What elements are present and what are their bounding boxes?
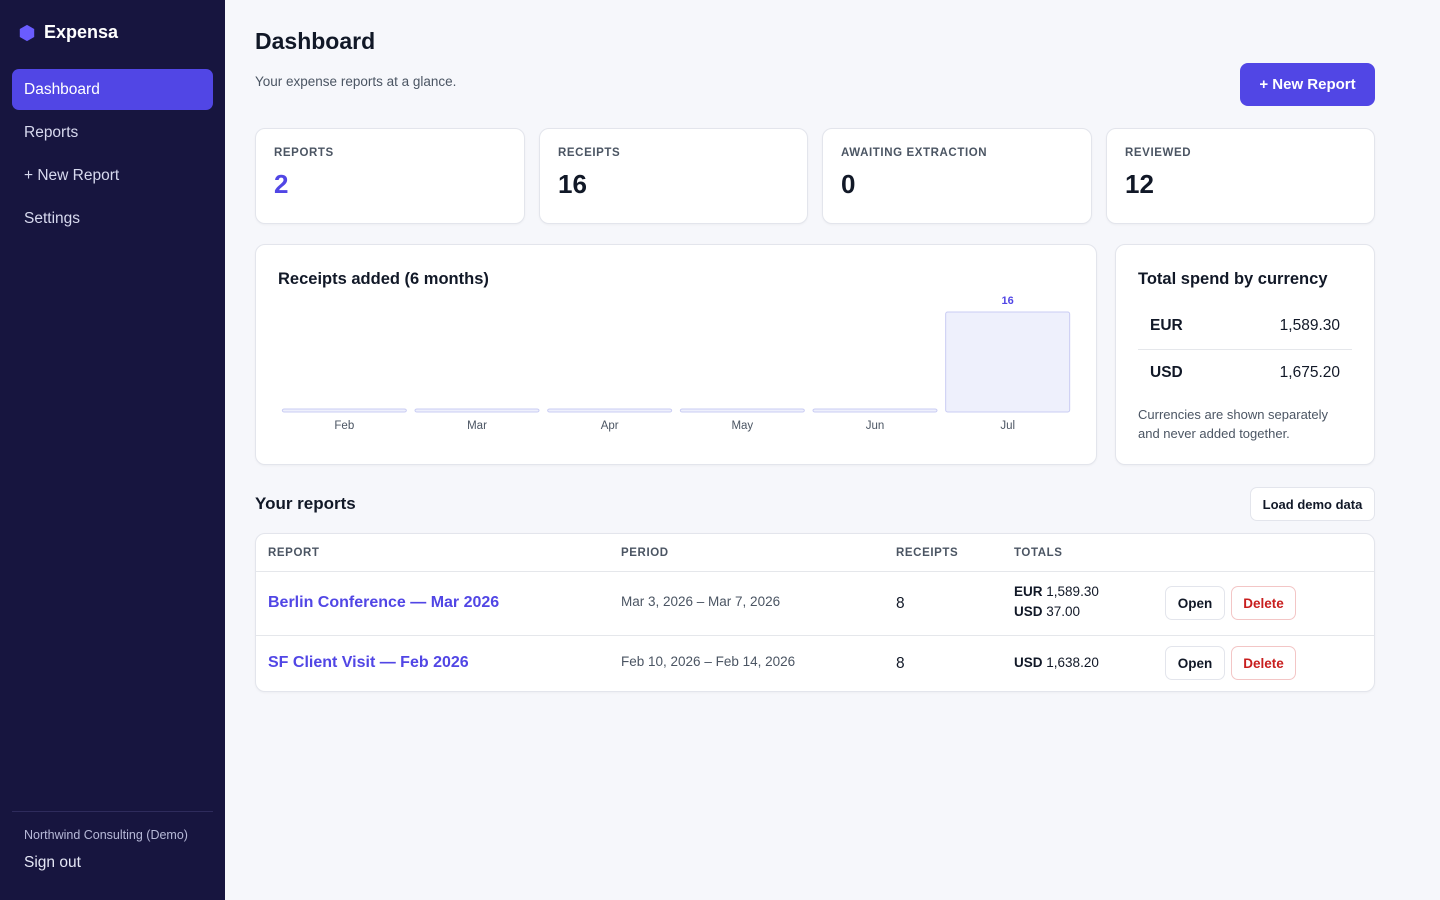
delete-report-button[interactable]: Delete [1231, 586, 1296, 620]
delete-report-button[interactable]: Delete [1231, 646, 1296, 680]
currency-row: USD 1,675.20 [1138, 349, 1352, 395]
total-line: USD 1,638.20 [1014, 653, 1099, 673]
sidebar-footer: Northwind Consulting (Demo) Sign out [12, 811, 213, 872]
chart-tick-label: Mar [467, 420, 487, 432]
sidebar-item-new-report[interactable]: + New Report [24, 166, 120, 184]
chart-title: Receipts added (6 months) [278, 270, 489, 288]
table-row: SF Client Visit — Feb 2026 Feb 10, 2026 … [256, 635, 1374, 691]
total-currency: USD [1014, 604, 1043, 619]
chart-value-label: 16 [1002, 295, 1014, 307]
chart-bar-jul [945, 311, 1071, 413]
currency-row: EUR 1,589.30 [1138, 303, 1352, 349]
column-header-report: REPORT [268, 547, 320, 559]
column-header-receipts: RECEIPTS [896, 547, 959, 559]
chart-tick-label: Jul [1000, 420, 1015, 432]
sign-out-link[interactable]: Sign out [24, 854, 81, 871]
open-report-button[interactable]: Open [1165, 646, 1225, 680]
total-amount: 37.00 [1046, 604, 1081, 619]
chart-tick-label: Apr [601, 420, 619, 432]
brand-name: Expensa [44, 22, 119, 42]
report-totals: USD 1,638.20 [1014, 653, 1099, 673]
currency-code: EUR [1150, 317, 1183, 334]
currency-code: USD [1150, 363, 1183, 381]
stat-label: REPORTS [274, 147, 334, 159]
column-header-totals: TOTALS [1014, 547, 1063, 559]
stat-card-reviewed: REVIEWED 12 [1106, 128, 1375, 224]
column-header-period: PERIOD [621, 547, 669, 559]
chart-tick-label: Feb [334, 420, 354, 432]
stat-card-reports: REPORTS 2 [255, 128, 525, 224]
load-demo-data-button[interactable]: Load demo data [1250, 487, 1375, 521]
stat-value: 2 [274, 169, 289, 199]
stat-label: REVIEWED [1125, 147, 1192, 159]
page-title: Dashboard [255, 28, 376, 54]
open-report-button[interactable]: Open [1165, 586, 1225, 620]
currency-note: Currencies are shown separately and neve… [1138, 407, 1329, 441]
report-receipts-count: 8 [896, 655, 905, 672]
report-period: Feb 10, 2026 – Feb 14, 2026 [621, 654, 796, 669]
stat-value: 16 [558, 169, 587, 199]
total-amount: 1,589.30 [1046, 584, 1099, 599]
report-receipts-count: 8 [896, 595, 905, 612]
stat-label: RECEIPTS [558, 147, 621, 159]
chart-bar-jun [812, 408, 938, 413]
receipts-chart-panel: Receipts added (6 months) Feb Mar Apr May Ju… [255, 244, 1097, 465]
report-totals: EUR 1,589.30 USD 37.00 [1014, 582, 1099, 622]
currency-amount: 1,589.30 [1279, 317, 1340, 334]
total-currency: USD [1014, 655, 1043, 670]
stat-label: AWAITING EXTRACTION [841, 147, 988, 159]
currency-title: Total spend by currency [1138, 270, 1328, 288]
sidebar: Expensa Dashboard Reports + New Report S… [0, 0, 225, 900]
brand[interactable]: Expensa [18, 22, 118, 43]
stat-value: 12 [1125, 169, 1154, 199]
chart-bar-apr [547, 408, 673, 413]
currency-list: EUR 1,589.30 USD 1,675.20 [1138, 303, 1352, 395]
new-report-button[interactable]: + New Report [1240, 63, 1375, 106]
stat-card-awaiting-extraction: AWAITING EXTRACTION 0 [822, 128, 1092, 224]
sidebar-item-reports[interactable]: Reports [24, 123, 79, 141]
table-header: REPORT PERIOD RECEIPTS TOTALS [256, 534, 1374, 572]
currency-panel: Total spend by currency EUR 1,589.30 USD… [1115, 244, 1375, 465]
logo-hexagon-icon [19, 24, 35, 41]
receipts-bar-chart: Feb Mar Apr May Jun Jul 16 [281, 295, 1071, 432]
reports-section-title: Your reports [255, 494, 356, 513]
report-link[interactable]: SF Client Visit — Feb 2026 [268, 654, 469, 671]
chart-bar-feb [281, 408, 407, 413]
currency-amount: 1,675.20 [1279, 363, 1340, 381]
total-amount: 1,638.20 [1046, 655, 1099, 670]
total-line: USD 37.00 [1014, 602, 1099, 622]
chart-tick-label: May [731, 420, 753, 432]
report-period: Mar 3, 2026 – Mar 7, 2026 [621, 594, 781, 609]
table-row: Berlin Conference — Mar 2026 Mar 3, 2026… [256, 572, 1374, 635]
chart-tick-label: Jun [866, 420, 885, 432]
chart-bar-may [679, 408, 805, 413]
page-subtitle: Your expense reports at a glance. [255, 74, 457, 89]
total-currency: EUR [1014, 584, 1043, 599]
stat-value: 0 [841, 169, 856, 199]
chart-bar-mar [414, 408, 540, 413]
sidebar-item-settings[interactable]: Settings [24, 209, 81, 227]
total-line: EUR 1,589.30 [1014, 582, 1099, 602]
reports-table: REPORT PERIOD RECEIPTS TOTALS Berlin Con… [255, 533, 1375, 692]
sidebar-item-dashboard[interactable]: Dashboard [12, 69, 213, 110]
report-link[interactable]: Berlin Conference — Mar 2026 [268, 594, 500, 611]
org-name: Northwind Consulting (Demo) [24, 828, 188, 842]
stat-card-receipts: RECEIPTS 16 [539, 128, 808, 224]
sidebar-nav: Dashboard Reports + New Report Settings [12, 69, 213, 241]
